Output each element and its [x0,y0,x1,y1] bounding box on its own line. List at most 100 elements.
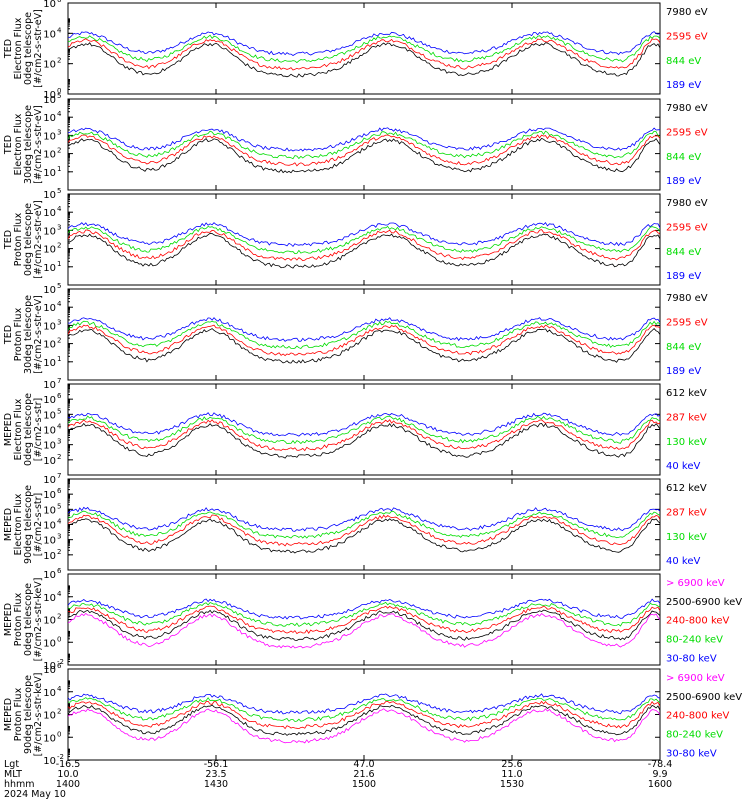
traces [68,317,660,364]
y-tick-label: 10 [43,505,56,516]
legend-entry: 240-800 keV [666,711,730,722]
y-tick-label: 10 [43,263,56,274]
series-line [68,700,660,730]
legend-entry: 2500-6900 keV [666,597,742,608]
y-tick-label: 10 [43,441,56,452]
series-line [68,693,660,715]
y-tick-label: 10 [43,303,56,314]
legend-entry: 40 keV [666,461,700,472]
y-tick-exponent: 4 [57,685,62,693]
y-tick-exponent: 2 [57,57,61,65]
series-line [68,324,660,357]
legend-entry: 130 keV [666,532,707,543]
series-line [68,31,660,56]
y-axis-label: 30deg telescope [23,105,34,184]
x-tick-label: 1600 [648,779,672,790]
panel-frame [67,193,661,286]
x-tick-label: 1400 [56,779,80,790]
y-tick-exponent: 4 [57,110,62,118]
y-tick-label: 10 [43,638,56,649]
legend-entry: 189 eV [666,366,701,377]
series-line [68,612,660,649]
x-tick-label: 11.0 [501,769,522,780]
series-line [68,222,660,248]
y-tick-exponent: -2 [57,753,64,761]
y-tick-exponent: 1 [57,165,61,173]
y-tick-exponent: 2 [57,147,61,155]
legend-entry: 2500-6900 keV [666,692,742,703]
traces [68,598,660,649]
y-tick-exponent: 4 [57,423,62,431]
x-tick-label: 23.5 [205,769,226,780]
series-line [68,317,660,342]
y-tick-label: 10 [43,150,56,161]
legend-entry: 80-240 keV [666,730,723,741]
legend-entry: 844 eV [666,247,701,258]
series-line [68,229,660,262]
legend-entry: 844 eV [666,56,701,67]
series-line [68,232,660,269]
y-tick-exponent: 5 [57,282,61,290]
series-line [68,225,660,255]
y-tick-exponent: 6 [57,662,62,670]
x-row-label: Lgt [4,759,19,770]
legend-entry: 7980 eV [666,103,708,114]
series-line [68,598,660,620]
x-row-label: MLT [4,769,22,780]
series-line [68,130,660,160]
y-axis-label: MEPED [3,698,14,731]
x-tick-label: -16.5 [56,759,81,770]
y-tick-exponent: 2 [57,453,61,461]
series-line [68,34,660,64]
traces [68,412,660,459]
y-tick-label: 10 [43,521,56,532]
x-tick-label: 47.0 [353,759,374,770]
y-tick-label: 10 [43,358,56,369]
x-tick-label: 9.9 [652,769,667,780]
series-line [68,609,660,641]
y-axis-label: 30deg telescope [23,295,34,374]
legend-entry: 189 eV [666,80,701,91]
y-tick-label: 10 [43,285,56,296]
y-axis-label: Electron Flux [13,17,24,79]
y-tick-label: 10 [43,475,56,486]
y-axis-label: [#/cm2-s-str] [33,493,44,556]
series-line [68,422,660,459]
panel-frame [67,668,661,761]
series-line [68,137,660,174]
y-tick-label: 10 [43,456,56,467]
y-tick-label: 10 [43,661,56,672]
y-tick-label: 10 [43,426,56,437]
panel-frame [67,2,661,95]
y-tick-exponent: 2 [57,613,61,621]
y-tick-label: 10 [43,570,56,581]
y-tick-exponent: 2 [57,548,61,556]
y-axis-label: [#/cm2-s-str-eV] [33,9,44,88]
y-tick-exponent: 3 [57,533,61,541]
traces [68,127,660,174]
y-axis-label: 0deg telescope [23,583,34,656]
y-tick-label: 10 [43,395,56,406]
y-tick-label: 10 [43,340,56,351]
y-tick-label: 10 [43,0,56,10]
y-axis-label: Electron Flux [13,493,24,555]
y-axis-label: 0deg telescope [23,12,34,85]
series-line [68,42,660,78]
y-tick-exponent: -2 [57,658,64,666]
y-axis-label: [#/cm2-s-str-eV] [33,295,44,374]
traces [68,222,660,269]
y-tick-exponent: 0 [57,87,61,95]
legend-entry: 612 keV [666,483,707,494]
y-axis-label: TED [3,39,14,59]
series-line [68,328,660,364]
y-tick-label: 10 [43,733,56,744]
series-line [68,419,660,452]
y-tick-exponent: 4 [57,518,62,526]
y-tick-exponent: 4 [57,590,62,598]
legend-entry: 2595 eV [666,222,708,233]
legend-entry: 80-240 keV [666,635,723,646]
